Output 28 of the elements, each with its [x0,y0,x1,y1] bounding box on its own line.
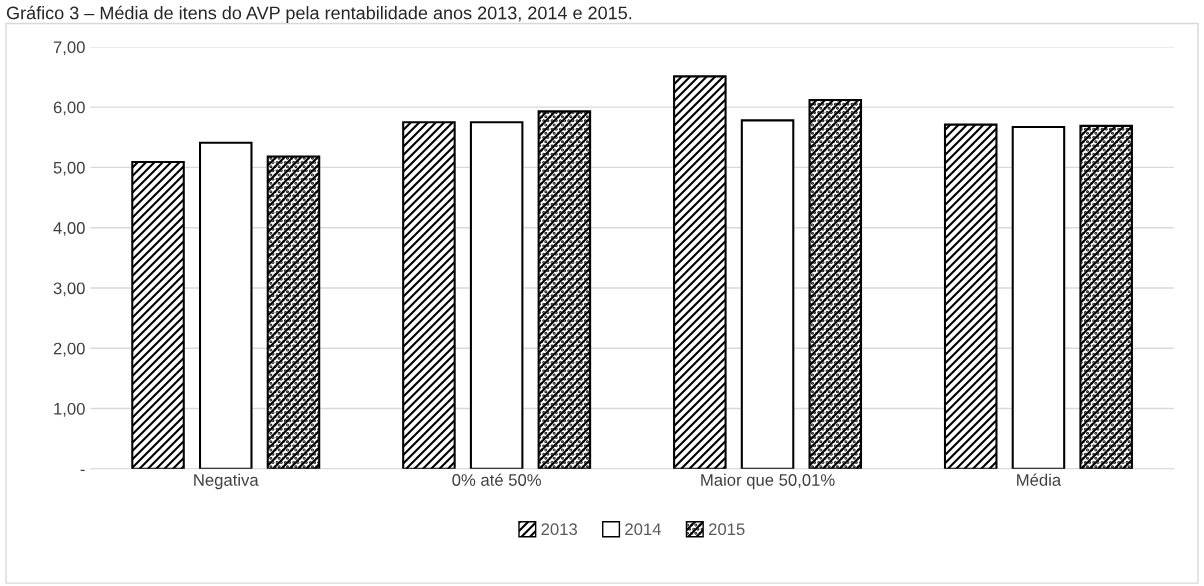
x-tick-label: Maior que 50,01% [701,473,835,490]
legend-label: 2013 [541,523,577,536]
y-tick-label: 3,00 [53,282,85,297]
legend-label: 2015 [708,523,745,536]
y-tick-label: 2,00 [53,342,85,357]
bar [469,121,524,469]
y-tick-label: - [80,469,85,472]
chart-title: Gráfico 3 – Média de itens do AVP pela rentabilidade anos 2013, 2014 e 2015. [6,5,632,23]
x-tick-label: Negativa [194,473,259,490]
bar [673,75,727,469]
bar [808,98,863,469]
bar [1079,124,1133,469]
x-tick-label: 0% até 50% [452,473,541,486]
y-tick-label: 5,00 [53,161,85,176]
y-tick-label: 7,00 [53,41,85,56]
y-tick-label: 4,00 [53,222,85,236]
bar [402,121,456,469]
bar [266,155,321,469]
bar [1011,126,1066,469]
bar [198,141,253,469]
y-tick-label: 1,00 [54,402,85,417]
bar [131,160,185,469]
y-tick-label: 6,00 [53,101,85,116]
bar [537,110,592,469]
bar [740,119,795,469]
bar [943,123,998,469]
legend-label: 2014 [625,523,661,536]
x-tick-label: Média [1017,473,1062,486]
